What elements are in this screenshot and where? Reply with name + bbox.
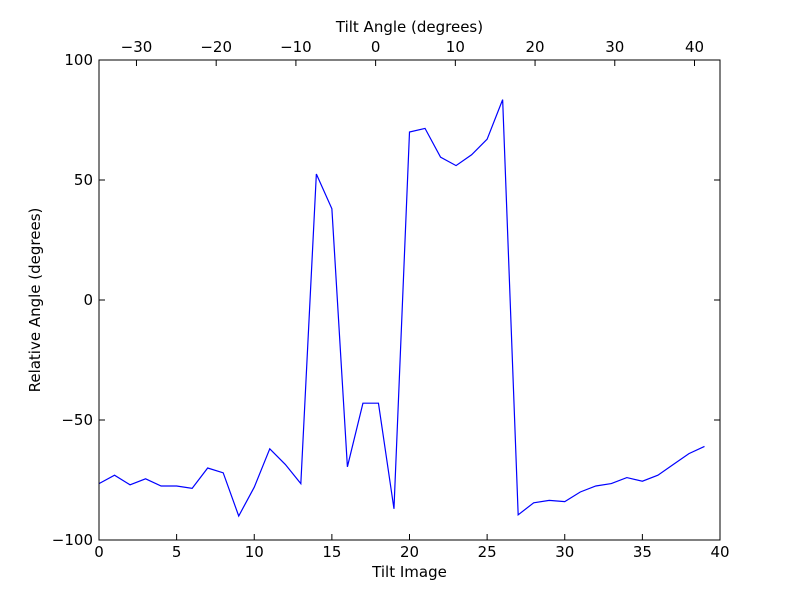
top-x-tick-label: 20	[526, 38, 545, 56]
x-tick-label: 30	[555, 543, 574, 561]
top-x-tick-label: −10	[280, 38, 312, 56]
top-x-tick-label: 40	[685, 38, 704, 56]
x-tick-label: 10	[245, 543, 264, 561]
ticks-layer: 0 5 10 15 20 25 30 35 40−30 −20 −10 0 10 20 30 40−100−5…	[52, 38, 730, 561]
y-tick-label: 50	[74, 171, 93, 189]
top-x-tick-label: 0	[371, 38, 381, 56]
top-x-tick-label: 30	[605, 38, 624, 56]
top-x-tick-label: −30	[121, 38, 153, 56]
x-tick-label: 5	[172, 543, 182, 561]
x-axis-label: Tilt Image	[371, 563, 447, 581]
x-tick-label: 15	[322, 543, 341, 561]
series-layer	[98, 99, 705, 518]
x-tick-label: 0	[94, 543, 104, 561]
x-tick-label: 35	[633, 543, 652, 561]
series-line	[98, 99, 705, 518]
x-tick-label: 20	[400, 543, 419, 561]
top-x-axis-label: Tilt Angle (degrees)	[335, 18, 483, 36]
x-tick-label: 25	[478, 543, 497, 561]
y-tick-label: 100	[64, 51, 93, 69]
plot-frame	[98, 59, 721, 541]
top-x-tick-label: 10	[446, 38, 465, 56]
y-tick-label: −100	[52, 531, 93, 549]
y-tick-label: 0	[83, 291, 93, 309]
y-axis-label: Relative Angle (degrees)	[26, 208, 44, 393]
top-x-tick-label: −20	[200, 38, 232, 56]
y-tick-label: −50	[61, 411, 93, 429]
x-tick-label: 40	[710, 543, 729, 561]
